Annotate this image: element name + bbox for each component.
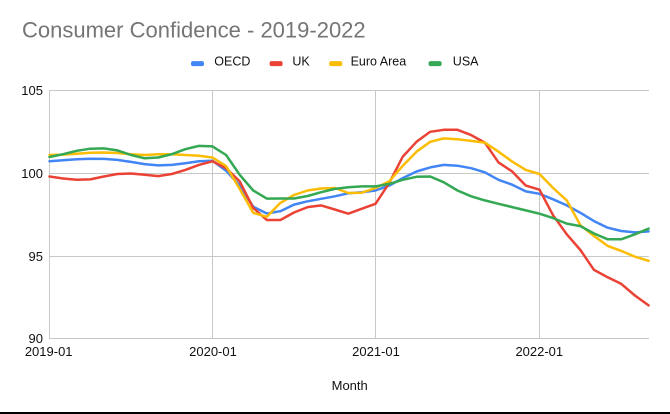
svg-text:USA: USA [453, 55, 479, 69]
svg-text:90: 90 [29, 331, 43, 346]
svg-text:95: 95 [29, 249, 43, 264]
svg-text:2019-01: 2019-01 [25, 344, 73, 359]
svg-text:Euro Area: Euro Area [351, 55, 407, 69]
svg-text:UK: UK [292, 55, 310, 69]
svg-text:100: 100 [21, 166, 43, 181]
svg-text:2022-01: 2022-01 [515, 344, 563, 359]
svg-text:2020-01: 2020-01 [189, 344, 237, 359]
svg-text:OECD: OECD [214, 55, 250, 69]
svg-text:105: 105 [21, 83, 43, 98]
svg-text:Consumer Confidence - 2019-202: Consumer Confidence - 2019-2022 [22, 18, 366, 43]
svg-text:Month: Month [332, 378, 368, 393]
svg-text:2021-01: 2021-01 [352, 344, 400, 359]
